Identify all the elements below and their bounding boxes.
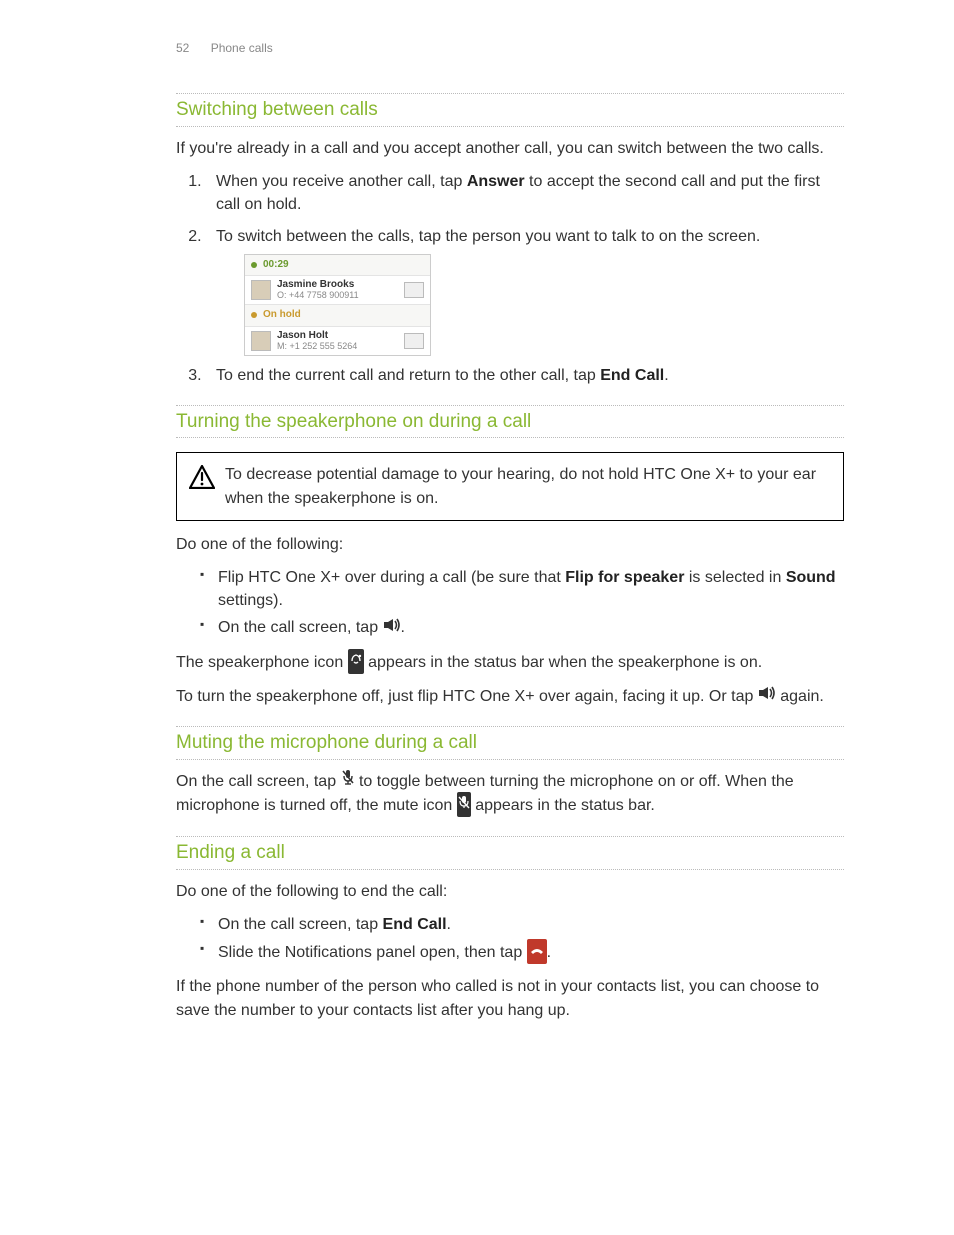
end-call-icon [527,939,547,964]
text: appears in the status bar. [471,797,655,814]
avatar-icon [251,280,271,300]
warning-icon [189,465,215,496]
mic-mute-icon [341,769,355,792]
end-call-label: End Call [383,916,447,933]
text: The speakerphone icon [176,654,348,671]
active-call-row: Jasmine Brooks O: +44 7758 900911 [245,276,430,305]
contact-block: Jasmine Brooks O: +44 7758 900911 [277,279,398,301]
section-title: Muting the microphone during a call [176,727,844,759]
item-text: On the call screen, tap [218,619,383,636]
section-head-muting: Muting the microphone during a call [176,726,844,760]
on-hold-row: On hold [245,305,430,327]
bullet-list: On the call screen, tap End Call. Slide … [176,913,844,965]
steps-list: When you receive another call, tap Answe… [176,170,844,387]
chapter-title: Phone calls [211,41,273,55]
speaker-icon [383,616,401,639]
status-dot-icon [251,312,257,318]
section-title: Ending a call [176,837,844,869]
list-item: On the call screen, tap . [206,616,844,639]
list-item: On the call screen, tap End Call. [206,913,844,936]
contact-block: Jason Holt M: +1 252 555 5264 [277,330,398,352]
section-head-ending: Ending a call [176,836,844,870]
section-head-speakerphone: Turning the speakerphone on during a cal… [176,405,844,439]
sound-label: Sound [786,569,836,586]
step-text: . [664,367,668,384]
end-call-label: End Call [600,367,664,384]
section-head-switching: Switching between calls [176,93,844,127]
text: On the call screen, tap [176,773,341,790]
page-number: 52 [176,41,189,55]
text: To turn the speakerphone off, just flip … [176,688,758,705]
list-item: Slide the Notifications panel open, then… [206,940,844,965]
page-header: 52 Phone calls [176,40,844,57]
item-text: . [547,944,551,961]
status-text: The speakerphone icon appears in the sta… [176,650,844,675]
mute-status-icon [457,792,471,817]
step-text: When you receive another call, tap [216,173,467,190]
item-text: On the call screen, tap [218,916,383,933]
section-title: Switching between calls [176,94,844,126]
lead-text: Do one of the following: [176,533,844,556]
intro-text: If you're already in a call and you acce… [176,137,844,160]
page: 52 Phone calls Switching between calls I… [0,0,954,1235]
warning-box: To decrease potential damage to your hea… [176,452,844,520]
call-screenshot: 00:29 Jasmine Brooks O: +44 7758 900911 … [244,254,431,356]
list-item: Flip HTC One X+ over during a call (be s… [206,566,844,612]
call-timer-row: 00:29 [245,255,430,277]
contact-phone: M: +1 252 555 5264 [277,341,357,351]
item-text: . [447,916,451,933]
status-dot-icon [251,262,257,268]
speakerphone-status-icon [348,649,364,674]
step-2: To switch between the calls, tap the per… [206,225,844,356]
speaker-icon [758,684,776,707]
on-hold-label: On hold [263,308,301,323]
step-3: To end the current call and return to th… [206,364,844,387]
contact-name: Jason Holt [277,330,328,341]
contact-phone: O: +44 7758 900911 [277,290,359,300]
flip-for-speaker-label: Flip for speaker [565,569,684,586]
warning-text: To decrease potential damage to your hea… [225,463,831,509]
item-text: settings). [218,592,283,609]
action-icon [404,333,424,349]
hold-call-row: Jason Holt M: +1 252 555 5264 [245,327,430,355]
step-text: To switch between the calls, tap the per… [216,228,760,245]
bullet-list: Flip HTC One X+ over during a call (be s… [176,566,844,640]
text: again. [776,688,824,705]
section-title: Turning the speakerphone on during a cal… [176,406,844,438]
after-text: If the phone number of the person who ca… [176,975,844,1021]
step-text: To end the current call and return to th… [216,367,600,384]
action-icon [404,282,424,298]
item-text: Flip HTC One X+ over during a call (be s… [218,569,565,586]
call-timer: 00:29 [263,258,289,273]
item-text: . [401,619,405,636]
lead-text: Do one of the following to end the call: [176,880,844,903]
avatar-icon [251,331,271,351]
text: appears in the status bar when the speak… [364,654,762,671]
answer-label: Answer [467,173,525,190]
contact-name: Jasmine Brooks [277,279,354,290]
item-text: is selected in [684,569,785,586]
item-text: Slide the Notifications panel open, then… [218,944,527,961]
speaker-off-text: To turn the speakerphone off, just flip … [176,685,844,708]
step-1: When you receive another call, tap Answe… [206,170,844,216]
mute-text: On the call screen, tap to toggle betwee… [176,770,844,819]
